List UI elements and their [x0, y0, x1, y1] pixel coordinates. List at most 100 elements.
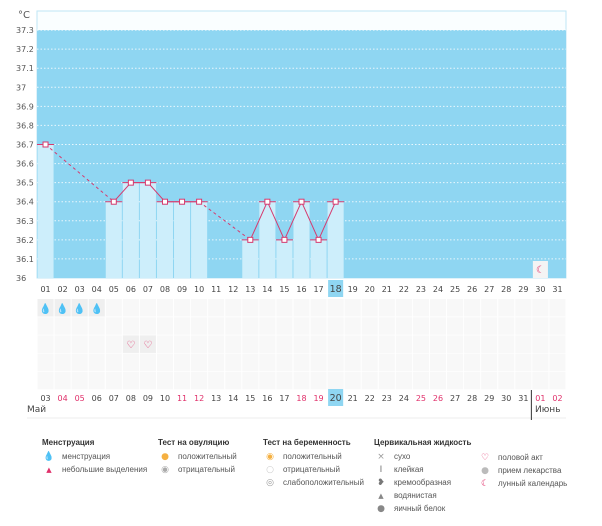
tracking-cell	[88, 371, 105, 390]
tracking-cell	[464, 317, 481, 335]
date-label: 20	[330, 393, 342, 404]
tracking-cell	[515, 371, 532, 390]
tracking-cell	[259, 371, 276, 390]
temperature-bar	[156, 201, 174, 278]
temperature-point	[264, 198, 271, 205]
tracking-cell	[276, 371, 293, 390]
tracking-cell	[395, 335, 412, 353]
tracking-cell	[122, 317, 139, 335]
heart-icon: ♡	[126, 340, 135, 351]
tracking-cell	[225, 299, 242, 317]
temperature-point	[161, 198, 168, 205]
tracking-cell	[361, 371, 378, 390]
temperature-point	[281, 236, 288, 243]
date-label: 19	[313, 394, 323, 403]
tracking-cell	[105, 335, 122, 353]
y-tick-label: 36.8	[16, 121, 34, 130]
tracking-cell	[37, 353, 54, 372]
tracking-cell	[498, 353, 515, 372]
tracking-cell	[549, 335, 566, 353]
tracking-cell	[259, 353, 276, 372]
temperature-line	[113, 182, 132, 203]
tracking-cell	[54, 371, 71, 390]
y-tick-label: 36.4	[16, 198, 34, 207]
cycle-day-label: 19	[348, 285, 358, 294]
tracking-cell	[515, 317, 532, 335]
tracking-cell	[276, 317, 293, 335]
date-label: 30	[501, 394, 511, 403]
tracking-cell	[242, 335, 259, 353]
tracking-cell	[327, 299, 344, 317]
tracking-cell	[515, 299, 532, 317]
y-tick-label: 37.1	[16, 64, 34, 73]
tracking-cell	[395, 317, 412, 335]
cycle-day-label: 07	[143, 285, 153, 294]
tracking-cell	[174, 299, 191, 317]
legend-label: половой акт	[498, 453, 543, 462]
temperature-bar	[310, 239, 327, 278]
tracking-cell	[88, 317, 105, 335]
tracking-cell	[378, 353, 395, 372]
y-tick-label: 36.6	[16, 160, 34, 169]
legend-label: лунный календарь	[498, 479, 568, 488]
y-tick-label: 36	[16, 274, 26, 283]
date-label: 06	[92, 394, 102, 403]
cycle-day-label: 23	[416, 285, 426, 294]
cycle-day-label: 21	[382, 285, 392, 294]
tracking-cell	[361, 317, 378, 335]
menstruation-icon: 💧	[73, 302, 85, 315]
tracking-cell	[54, 353, 71, 372]
pregnancy-weak-icon: ◎	[266, 477, 274, 488]
tracking-cell	[156, 317, 174, 335]
temperature-bar	[139, 182, 156, 278]
tracking-cell	[481, 353, 498, 372]
tracking-cell	[481, 317, 498, 335]
cycle-day-label: 28	[501, 285, 511, 294]
tracking-cell	[122, 353, 139, 372]
tracking-cell	[208, 317, 225, 335]
current-date-highlight	[328, 389, 344, 406]
legend-title: Тест на овуляцию	[158, 438, 230, 447]
tracking-cell	[464, 299, 481, 317]
tracking-cell	[293, 353, 310, 372]
cycle-day-label: 10	[194, 285, 204, 294]
cycle-day-label: 17	[313, 285, 323, 294]
temperature-bar	[174, 201, 191, 278]
tracking-cell	[88, 335, 105, 353]
cycle-day-label: 20	[365, 285, 375, 294]
date-label: 12	[194, 394, 204, 403]
tracking-cell	[276, 299, 293, 317]
pregnancy-negative-icon: ○	[266, 464, 274, 475]
legend-menstruation: Менструация 💧 менструация ▲ небольшие выде…	[42, 438, 147, 476]
moon-icon: ☾	[536, 265, 545, 276]
tracking-cell	[191, 371, 208, 390]
tracking-cell	[378, 299, 395, 317]
creamy-icon: ❥	[377, 477, 385, 488]
unit-label: °C	[18, 10, 30, 21]
tracking-cell	[88, 353, 105, 372]
tracking-cell	[37, 371, 54, 390]
tracking-cell	[259, 299, 276, 317]
date-label: 11	[177, 394, 187, 403]
tracking-cell	[208, 335, 225, 353]
tracking-cell	[310, 299, 327, 317]
tracking-cell	[361, 299, 378, 317]
tracking-cell	[156, 371, 174, 390]
y-tick-label: 36.2	[16, 236, 34, 245]
tracking-cell-filled	[88, 299, 105, 317]
tracking-cell	[447, 353, 464, 372]
legend-label: кремообразная	[394, 478, 452, 487]
temperature-bar	[242, 239, 259, 278]
tracking-cell	[310, 371, 327, 390]
tracking-cell	[549, 371, 566, 390]
tracking-cell	[395, 353, 412, 372]
temperature-point	[247, 236, 254, 243]
tracking-cell	[447, 371, 464, 390]
tracking-cell	[105, 299, 122, 317]
tracking-cell	[481, 335, 498, 353]
temperature-bar	[276, 239, 293, 278]
date-label: 02	[552, 394, 562, 403]
date-label: 17	[279, 394, 289, 403]
temperature-line	[266, 201, 285, 241]
ovulation-positive-icon: ●	[161, 451, 169, 462]
